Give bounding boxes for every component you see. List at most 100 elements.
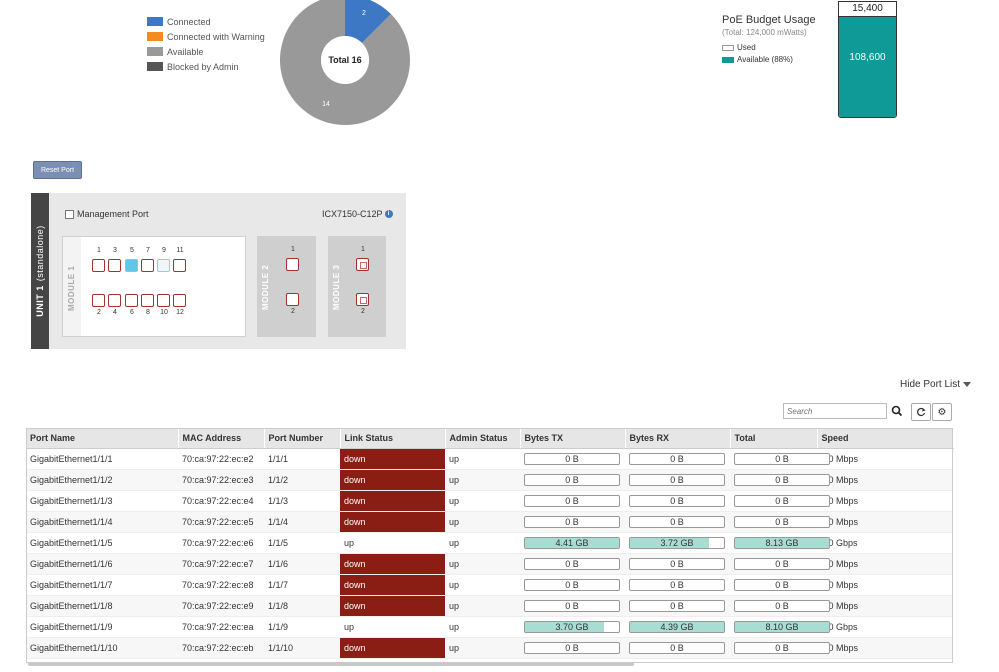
bytes-rx-value: 0 B	[670, 600, 684, 611]
module-3-label: MODULE 3	[332, 264, 341, 310]
bytes-tx-cell: 0 B	[520, 637, 625, 659]
port-icon[interactable]	[286, 293, 299, 306]
total-cell: 8.13 GB	[730, 532, 830, 554]
port-number: 4	[113, 309, 117, 316]
table-row[interactable]: GigabitEthernet1/1/7 70:ca:97:22:ec:e8 1/1…	[26, 574, 953, 596]
port-icon[interactable]	[356, 293, 369, 306]
search-icon[interactable]	[890, 404, 904, 418]
column-header-mac-address[interactable]: MAC Address	[178, 428, 265, 449]
poe-available-value: 108,600	[839, 17, 896, 117]
search-input[interactable]	[783, 403, 887, 419]
link-status-cell: down	[340, 553, 445, 575]
column-header-port-name[interactable]: Port Name	[26, 428, 179, 449]
column-header-bytes-rx[interactable]: Bytes RX	[625, 428, 731, 449]
port-icon[interactable]	[157, 294, 170, 307]
bytes-tx-value: 0 B	[565, 579, 579, 590]
port-icon[interactable]	[108, 294, 121, 307]
poe-used-value: 15,400	[839, 2, 896, 17]
bytes-tx-value: 4.41 GB	[555, 537, 589, 548]
port-icon[interactable]	[92, 294, 105, 307]
horizontal-scrollbar[interactable]	[28, 662, 634, 666]
total-cell: 0 B	[730, 469, 830, 491]
poe-total: (Total: 124,000 mWatts)	[722, 28, 807, 37]
port-icon[interactable]	[286, 258, 299, 271]
table-row[interactable]: GigabitEthernet1/1/9 70:ca:97:22:ec:ea 1/1…	[26, 616, 953, 638]
port-number: 10	[160, 309, 168, 316]
table-row[interactable]: GigabitEthernet1/1/5 70:ca:97:22:ec:e6 1/1…	[26, 532, 953, 554]
legend-item: Available	[147, 44, 265, 59]
port-name-cell: GigabitEthernet1/1/3	[26, 490, 178, 512]
bytes-rx-bar: 3.72 GB	[629, 536, 725, 549]
poe-legend-used: Used	[722, 43, 756, 52]
refresh-button[interactable]	[911, 403, 931, 421]
speed-cell: 0.0 Mbps	[817, 469, 953, 491]
bytes-rx-value: 0 B	[670, 453, 684, 464]
port-icon[interactable]	[356, 258, 369, 271]
bytes-tx-cell: 0 B	[520, 511, 625, 533]
unit-sub-label: (standalone)	[35, 225, 45, 282]
reset-port-button[interactable]: Reset Port	[33, 161, 82, 179]
column-header-admin-status[interactable]: Admin Status	[445, 428, 521, 449]
total-bar: 0 B	[734, 641, 830, 654]
total-bar: 0 B	[734, 473, 830, 486]
legend-swatch	[147, 47, 163, 56]
port-icon[interactable]	[157, 259, 170, 272]
bytes-tx-cell: 0 B	[520, 574, 625, 596]
table-row[interactable]: GigabitEthernet1/1/4 70:ca:97:22:ec:e5 1/1…	[26, 511, 953, 533]
bytes-rx-cell: 0 B	[625, 511, 730, 533]
port-icon[interactable]	[125, 259, 138, 272]
port-name-cell: GigabitEthernet1/1/10	[26, 637, 178, 659]
settings-button[interactable]: ⚙	[932, 403, 952, 421]
bytes-tx-value: 3.70 GB	[555, 621, 589, 632]
table-row[interactable]: GigabitEthernet1/1/2 70:ca:97:22:ec:e3 1/1…	[26, 469, 953, 491]
module-2: MODULE 2 1 2	[257, 236, 316, 337]
management-port-checkbox[interactable]: Management Port	[65, 209, 149, 219]
table-row[interactable]: GigabitEthernet1/1/1 70:ca:97:22:ec:e2 1/1…	[26, 448, 953, 470]
column-header-speed[interactable]: Speed	[817, 428, 954, 449]
port-icon[interactable]	[141, 259, 154, 272]
bytes-rx-value: 3.72 GB	[660, 537, 694, 548]
bytes-tx-bar: 3.70 GB	[524, 620, 620, 633]
port-icon[interactable]	[125, 294, 138, 307]
link-status-cell: down	[340, 637, 445, 659]
link-status-cell: down	[340, 490, 445, 512]
hide-port-list-toggle[interactable]: Hide Port List	[900, 379, 972, 390]
column-header-link-status[interactable]: Link Status	[340, 428, 446, 449]
bytes-tx-cell: 0 B	[520, 553, 625, 575]
port-icon[interactable]	[173, 294, 186, 307]
port-number: 2	[361, 308, 365, 315]
port-name-cell: GigabitEthernet1/1/7	[26, 574, 178, 596]
mac-address-cell: 70:ca:97:22:ec:e8	[178, 574, 264, 596]
column-header-port-number[interactable]: Port Number	[264, 428, 341, 449]
used-swatch	[722, 44, 734, 51]
port-icon[interactable]	[92, 259, 105, 272]
bytes-tx-cell: 3.70 GB	[520, 616, 625, 638]
caret-down-icon	[963, 382, 972, 387]
port-icon[interactable]	[108, 259, 121, 272]
table-row[interactable]: GigabitEthernet1/1/8 70:ca:97:22:ec:e9 1/1…	[26, 595, 953, 617]
info-icon[interactable]: i	[384, 210, 393, 218]
donut-connected-slice[interactable]	[345, 0, 391, 44]
bytes-tx-value: 0 B	[565, 495, 579, 506]
checkbox-icon[interactable]	[65, 209, 74, 219]
bytes-rx-bar: 4.39 GB	[629, 620, 725, 633]
table-row[interactable]: GigabitEthernet1/1/6 70:ca:97:22:ec:e7 1/1…	[26, 553, 953, 575]
bytes-rx-bar: 0 B	[629, 452, 725, 465]
donut-available-slice[interactable]	[280, 0, 410, 125]
speed-cell: 1.0 Gbps	[817, 532, 953, 554]
total-cell: 8.10 GB	[730, 616, 830, 638]
speed-cell: 0.0 Mbps	[817, 448, 953, 470]
bytes-tx-bar: 0 B	[524, 578, 620, 591]
table-row[interactable]: GigabitEthernet1/1/3 70:ca:97:22:ec:e4 1/1…	[26, 490, 953, 512]
mac-address-cell: 70:ca:97:22:ec:ea	[178, 616, 264, 638]
total-cell: 0 B	[730, 574, 830, 596]
column-header-bytes-tx[interactable]: Bytes TX	[520, 428, 626, 449]
total-cell: 0 B	[730, 448, 830, 470]
column-header-total[interactable]: Total	[730, 428, 818, 449]
bytes-rx-value: 0 B	[670, 558, 684, 569]
port-icon[interactable]	[141, 294, 154, 307]
bytes-tx-cell: 4.41 GB	[520, 532, 625, 554]
bytes-rx-value: 0 B	[670, 474, 684, 485]
table-row[interactable]: GigabitEthernet1/1/10 70:ca:97:22:ec:eb 1/…	[26, 637, 953, 659]
port-icon[interactable]	[173, 259, 186, 272]
